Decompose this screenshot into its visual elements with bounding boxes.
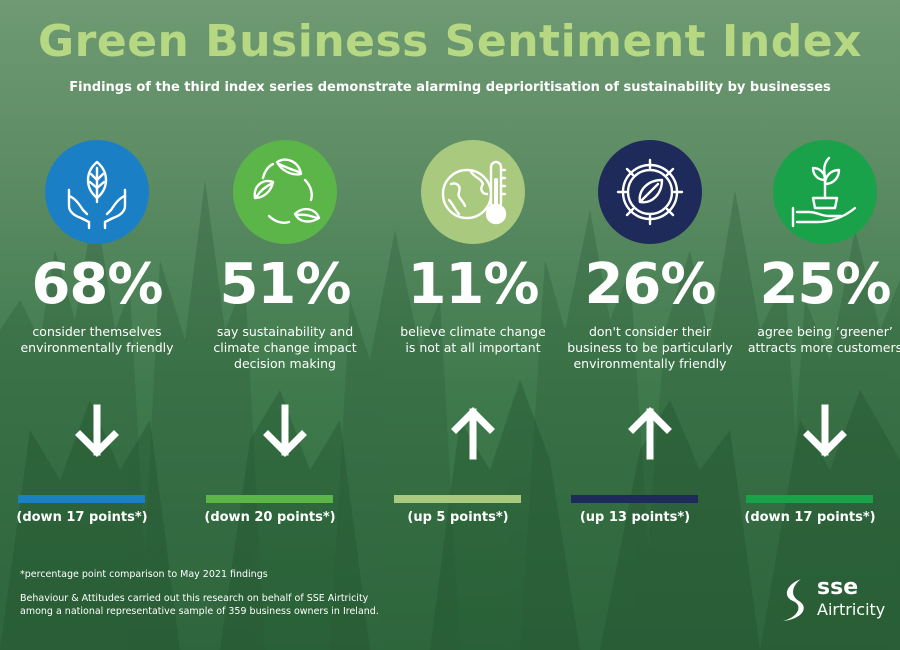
arrow-up-icon (451, 407, 495, 460)
change-bar (18, 495, 145, 503)
stat-description: consider themselves environmentally frie… (11, 324, 183, 356)
stat-description: don't consider their business to be part… (564, 324, 736, 372)
change-text: (up 5 points*) (407, 510, 509, 525)
change-bar (206, 495, 333, 503)
desc-line: don't consider their (588, 324, 712, 339)
stat-sustainability-impact: 51% say sustainability and climate chang… (204, 140, 365, 540)
stat-percent: 51% (219, 252, 351, 317)
recycle-leaves-icon (233, 140, 337, 244)
change-bar (746, 495, 873, 503)
stat-percent: 11% (407, 252, 539, 317)
gear-leaf-icon (598, 140, 702, 244)
arrow-down-icon (75, 404, 119, 457)
logo-brand-name: Airtricity (817, 600, 886, 619)
footnote: *percentage point comparison to May 2021… (20, 569, 268, 580)
desc-line: environmentally friendly (20, 340, 174, 355)
stat-percent: 25% (759, 252, 891, 317)
methodology-line: among a national representative sample o… (20, 606, 379, 617)
desc-line: attracts more customers (747, 340, 900, 355)
page-subtitle: Findings of the third index series demon… (69, 80, 831, 95)
stat-environmentally-friendly: 68% consider themselves environmentally … (16, 140, 177, 540)
change-text: (down 17 points*) (16, 510, 148, 525)
stat-description: agree being ‘greener’ attracts more cust… (739, 324, 900, 356)
desc-line: agree being ‘greener’ (757, 324, 893, 339)
change-bar (394, 495, 521, 503)
stat-description: believe climate change is not at all imp… (387, 324, 559, 356)
stat-climate-not-important: 11% believe climate change is not at all… (393, 140, 553, 540)
desc-line: decision making (234, 356, 336, 371)
globe-thermometer-icon (421, 140, 525, 244)
desc-line: say sustainability and (216, 324, 354, 339)
methodology-note: Behaviour & Attitudes carried out this r… (20, 592, 380, 618)
desc-line: environmentally friendly (573, 356, 727, 371)
hand-plant-icon (773, 140, 877, 244)
change-text: (down 20 points*) (204, 510, 336, 525)
change-text: (down 17 points*) (744, 510, 876, 525)
hands-leaf-icon (45, 140, 149, 244)
desc-line: believe climate change (400, 324, 546, 339)
stat-percent: 68% (31, 252, 163, 317)
stat-not-environmentally-friendly: 26% don't consider their business to be … (567, 140, 733, 540)
desc-line: consider themselves (32, 324, 162, 339)
stat-description: say sustainability and climate change im… (199, 324, 371, 372)
sse-airtricity-logo: sse Airtricity (775, 575, 895, 625)
logo-sse-text: sse (817, 575, 859, 600)
change-bar (571, 495, 698, 503)
arrow-down-icon (263, 404, 307, 457)
arrow-up-icon (628, 407, 672, 460)
methodology-line: Behaviour & Attitudes carried out this r… (20, 593, 369, 604)
arrow-down-icon (803, 404, 847, 457)
page-title: Green Business Sentiment Index (38, 16, 862, 67)
desc-line: climate change impact (213, 340, 357, 355)
stat-percent: 26% (584, 252, 716, 317)
swirl-logo-icon (783, 579, 804, 621)
change-text: (up 13 points*) (579, 510, 691, 525)
stat-greener-attracts-customers: 25% agree being ‘greener’ attracts more … (744, 140, 900, 540)
desc-line: business to be particularly (567, 340, 733, 355)
desc-line: is not at all important (405, 340, 541, 355)
